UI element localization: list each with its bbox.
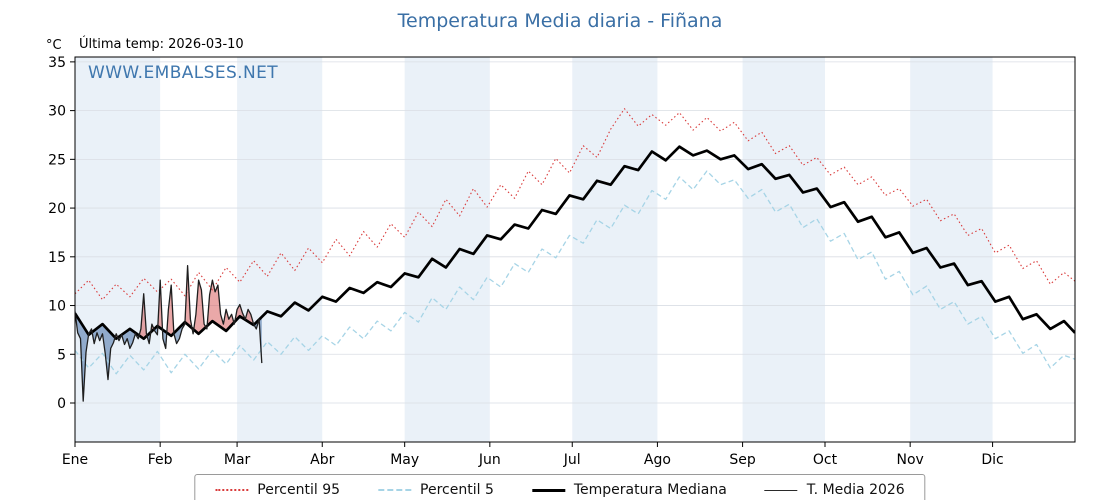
legend-label-temperatura-mediana: Temperatura Mediana bbox=[573, 482, 727, 498]
x-tick-label: Jul bbox=[563, 452, 581, 468]
x-tick-label: Sep bbox=[729, 452, 756, 468]
x-tick-label: Ago bbox=[644, 452, 671, 468]
month-band bbox=[572, 57, 658, 442]
percentil-95-line bbox=[75, 108, 1075, 301]
month-band bbox=[75, 57, 161, 442]
x-tick-label: Jun bbox=[478, 452, 501, 468]
last-temp-annotation: Última temp: 2026-03-10 bbox=[79, 37, 244, 52]
y-tick-label: 5 bbox=[57, 347, 66, 363]
x-tick-label: Dic bbox=[981, 452, 1003, 468]
legend-item-t-media-2026: T. Media 2026 bbox=[764, 482, 905, 498]
x-tick-label: Feb bbox=[148, 452, 173, 468]
legend-label-t-media-2026: T. Media 2026 bbox=[806, 482, 905, 498]
percentil-5-line-sample bbox=[378, 489, 412, 491]
x-tick-label: Ene bbox=[62, 452, 88, 468]
percentil-5-line bbox=[75, 170, 1075, 375]
y-tick-label: 30 bbox=[48, 104, 66, 120]
x-tick-label: Mar bbox=[224, 452, 251, 468]
month-band bbox=[237, 57, 323, 442]
y-tick-label: 10 bbox=[48, 299, 66, 315]
legend-label-percentil-5: Percentil 5 bbox=[420, 482, 494, 498]
percentil-95-line-sample bbox=[215, 489, 249, 491]
t-media-2026-line-sample bbox=[764, 489, 798, 491]
month-band bbox=[742, 57, 825, 442]
temperatura-mediana-line-sample bbox=[531, 488, 565, 492]
legend-item-temperatura-mediana: Temperatura Mediana bbox=[531, 482, 727, 498]
x-tick-label: May bbox=[390, 452, 419, 468]
plot-border bbox=[74, 56, 1076, 443]
legend-item-percentil-5: Percentil 5 bbox=[378, 482, 494, 498]
x-tick-label: Abr bbox=[310, 452, 334, 468]
legend-label-percentil-95: Percentil 95 bbox=[257, 482, 341, 498]
x-tick-label: Nov bbox=[897, 452, 924, 468]
watermark: WWW.EMBALSES.NET bbox=[88, 63, 279, 83]
t-media-2026-line bbox=[75, 264, 263, 402]
fill-above-median bbox=[75, 265, 262, 339]
page-title: Temperatura Media diaria - Fiñana bbox=[397, 10, 723, 32]
y-tick-label: 15 bbox=[48, 250, 66, 266]
legend: Percentil 95 Percentil 5 Temperatura Med… bbox=[194, 474, 926, 500]
temperatura-mediana-line bbox=[75, 145, 1075, 341]
y-tick-label: 25 bbox=[48, 152, 66, 168]
y-tick-label: 20 bbox=[48, 201, 66, 217]
x-tick-label: Oct bbox=[813, 452, 838, 468]
y-tick-label: 35 bbox=[48, 55, 66, 71]
legend-item-percentil-95: Percentil 95 bbox=[215, 482, 340, 498]
y-tick-label: 0 bbox=[57, 396, 66, 412]
y-axis-unit-label: °C bbox=[46, 38, 62, 53]
